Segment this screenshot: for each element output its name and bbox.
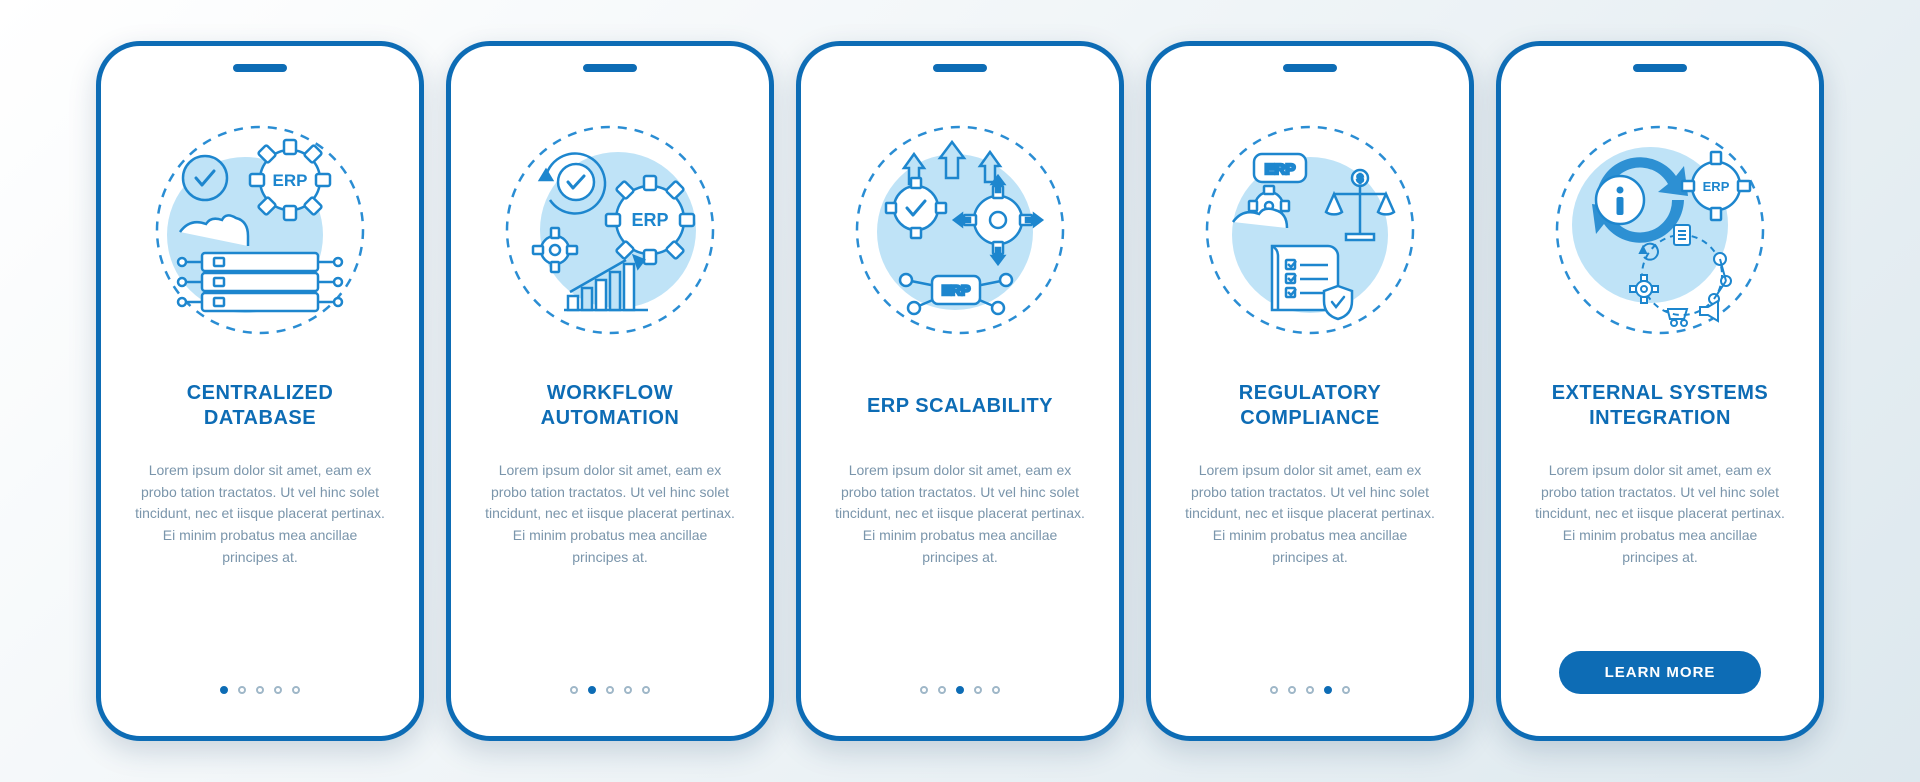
learn-more-button[interactable]: LEARN MORE	[1559, 651, 1762, 694]
card-title: REGULATORY COMPLIANCE	[1179, 380, 1441, 432]
page-indicator	[1270, 666, 1350, 694]
card-title: WORKFLOW AUTOMATION	[479, 380, 741, 432]
card-body: Lorem ipsum dolor sit amet, eam ex probo…	[1529, 460, 1791, 568]
card-title: ERP SCALABILITY	[867, 380, 1053, 432]
dot-2[interactable]	[238, 686, 246, 694]
external-systems-integration-icon: ERP	[1550, 120, 1770, 340]
phone-notch	[1283, 64, 1337, 72]
card-body: Lorem ipsum dolor sit amet, eam ex probo…	[829, 460, 1091, 568]
dot-3[interactable]	[256, 686, 264, 694]
dot-5[interactable]	[292, 686, 300, 694]
svg-text:ERP: ERP	[631, 210, 668, 230]
dot-5[interactable]	[992, 686, 1000, 694]
phone-card: ERP $	[1146, 41, 1474, 741]
dot-4[interactable]	[624, 686, 632, 694]
card-body: Lorem ipsum dolor sit amet, eam ex probo…	[1179, 460, 1441, 568]
dot-3[interactable]	[956, 686, 964, 694]
svg-text:ERP: ERP	[1703, 179, 1730, 194]
dot-4[interactable]	[274, 686, 282, 694]
phone-card: ERP	[96, 41, 424, 741]
dot-3[interactable]	[1306, 686, 1314, 694]
dot-3[interactable]	[606, 686, 614, 694]
svg-text:ERP: ERP	[273, 171, 308, 190]
dot-1[interactable]	[1270, 686, 1278, 694]
phone-card: ERP EXTERNAL SYSTEMS INTEGRATION L	[1496, 41, 1824, 741]
card-body: Lorem ipsum dolor sit amet, eam ex probo…	[129, 460, 391, 568]
phone-notch	[933, 64, 987, 72]
phone-notch	[233, 64, 287, 72]
card-body: Lorem ipsum dolor sit amet, eam ex probo…	[479, 460, 741, 568]
svg-text:ERP: ERP	[1265, 161, 1296, 178]
svg-text:$: $	[1357, 173, 1363, 185]
dot-1[interactable]	[920, 686, 928, 694]
dot-1[interactable]	[570, 686, 578, 694]
phone-card: ERP WORKFLOW AU	[446, 41, 774, 741]
erp-scalability-icon: ERP	[850, 120, 1070, 340]
regulatory-compliance-icon: ERP $	[1200, 120, 1420, 340]
dot-2[interactable]	[588, 686, 596, 694]
page-indicator	[570, 666, 650, 694]
phone-notch	[583, 64, 637, 72]
dot-4[interactable]	[974, 686, 982, 694]
page-indicator	[220, 666, 300, 694]
dot-2[interactable]	[1288, 686, 1296, 694]
page-indicator	[920, 666, 1000, 694]
dot-2[interactable]	[938, 686, 946, 694]
dot-5[interactable]	[1342, 686, 1350, 694]
phone-card: ERP ERP SCALABILITY Lorem ipsum dolor si…	[796, 41, 1124, 741]
dot-1[interactable]	[220, 686, 228, 694]
card-title: CENTRALIZED DATABASE	[129, 380, 391, 432]
svg-text:ERP: ERP	[942, 282, 971, 298]
card-title: EXTERNAL SYSTEMS INTEGRATION	[1529, 380, 1791, 432]
phone-notch	[1633, 64, 1687, 72]
dot-4[interactable]	[1324, 686, 1332, 694]
workflow-automation-icon: ERP	[500, 120, 720, 340]
centralized-database-icon: ERP	[150, 120, 370, 340]
dot-5[interactable]	[642, 686, 650, 694]
